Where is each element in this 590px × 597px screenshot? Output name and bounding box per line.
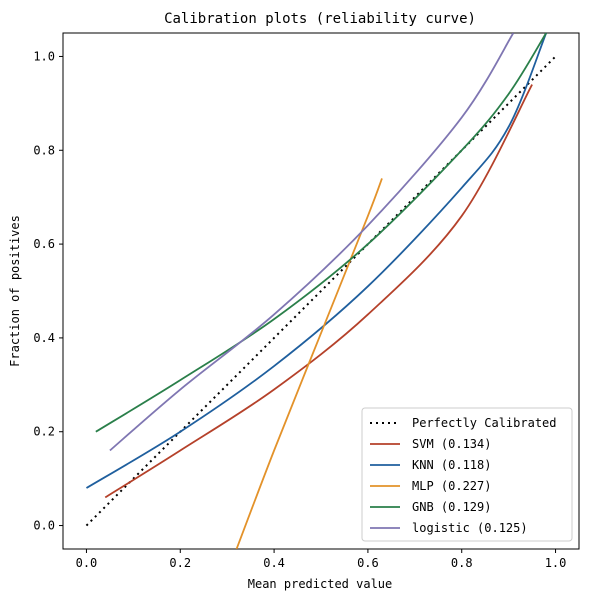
y-tick-label: 0.6 [33, 237, 55, 251]
series-line-logistic [109, 33, 515, 452]
x-tick-label: 0.0 [76, 556, 98, 570]
legend-label: SVM (0.134) [412, 437, 491, 451]
series-line-perfectly-calibrated [85, 55, 557, 527]
legend: Perfectly Calibrated SVM (0.134) KNN (0.11… [361, 407, 573, 542]
y-axis: 0.0 0.2 0.4 0.6 0.8 1.0 [33, 49, 63, 533]
series-line-mlp [235, 178, 383, 549]
x-axis-label: Mean predicted value [248, 577, 393, 591]
legend-label: Perfectly Calibrated [412, 416, 557, 430]
y-tick-label: 0.8 [33, 143, 55, 157]
y-tick-label: 1.0 [33, 49, 55, 63]
legend-entry: logistic (0.125) [370, 521, 528, 535]
x-tick-label: 0.2 [169, 556, 191, 570]
plot-frame [62, 32, 580, 550]
x-tick-label: 0.8 [451, 556, 473, 570]
y-tick-label: 0.2 [33, 425, 55, 439]
y-axis-label: Fraction of positives [8, 215, 22, 367]
series-line-gnb [95, 33, 547, 433]
legend-entry: Perfectly Calibrated [370, 416, 557, 430]
x-tick-label: 0.4 [263, 556, 285, 570]
legend-label: logistic (0.125) [412, 521, 528, 535]
legend-entry: MLP (0.227) [370, 479, 491, 493]
legend-label: GNB (0.129) [412, 500, 491, 514]
legend-label: KNN (0.118) [412, 458, 491, 472]
series-line-svm [104, 84, 533, 499]
legend-entry: SVM (0.134) [370, 437, 491, 451]
legend-entry: KNN (0.118) [370, 458, 491, 472]
legend-entry: GNB (0.129) [370, 500, 491, 514]
x-tick-label: 0.6 [357, 556, 379, 570]
legend-label: MLP (0.227) [412, 479, 491, 493]
series-layer [85, 33, 557, 549]
plot-area [62, 32, 580, 550]
x-axis: 0.0 0.2 0.4 0.6 0.8 1.0 [76, 549, 567, 570]
legend-box [361, 407, 573, 542]
series-line-knn [85, 33, 547, 489]
chart-title: Calibration plots (reliability curve) [164, 11, 476, 27]
y-tick-label: 0.0 [33, 519, 55, 533]
x-tick-label: 1.0 [545, 556, 567, 570]
y-tick-label: 0.4 [33, 331, 55, 345]
